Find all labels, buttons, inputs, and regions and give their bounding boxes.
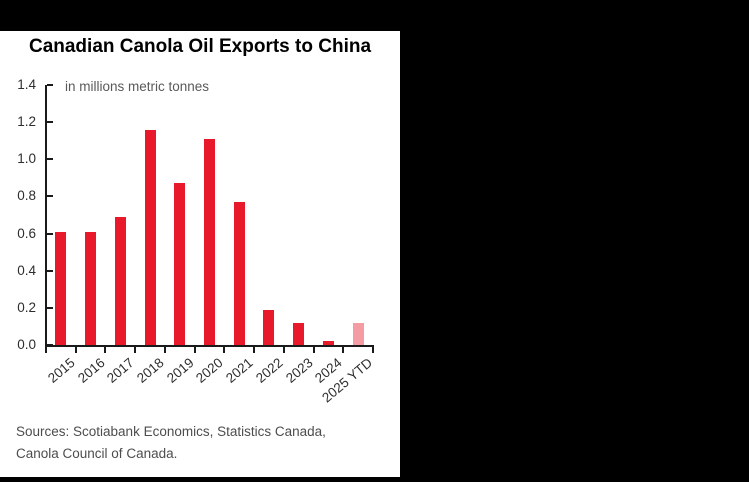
- bar: [233, 202, 245, 345]
- y-tick: [47, 306, 53, 309]
- y-tick-label: 0.0: [17, 337, 36, 352]
- bar: [293, 323, 305, 345]
- x-tick: [104, 345, 107, 353]
- y-tick-label: 0.4: [17, 262, 36, 278]
- bar: [114, 217, 126, 345]
- x-tick-label: 2019: [163, 355, 197, 386]
- x-tick: [223, 345, 226, 353]
- bar: [85, 232, 97, 345]
- bar: [55, 232, 67, 345]
- x-tick-label: 2023: [282, 355, 316, 386]
- bar: [263, 310, 275, 345]
- bar: [204, 139, 215, 345]
- sources-line-2: Canola Council of Canada.: [16, 446, 178, 461]
- y-tick: [47, 158, 53, 161]
- chart-subtitle: in millions metric tonnes: [65, 79, 210, 94]
- x-tick: [74, 345, 77, 353]
- sources-note: Sources: Scotiabank Economics, Statistic…: [16, 421, 326, 465]
- y-axis-line: [45, 85, 47, 347]
- x-tick: [312, 345, 315, 353]
- x-tick-label: 2021: [223, 355, 256, 386]
- chart-panel: Canadian Canola Oil Exports to China in …: [0, 31, 400, 477]
- x-tick: [193, 345, 196, 353]
- y-tick: [47, 121, 53, 124]
- y-tick-label: 1.0: [17, 151, 36, 167]
- x-tick: [45, 345, 47, 353]
- y-tick: [47, 84, 53, 86]
- chart-title: Canadian Canola Oil Exports to China: [28, 36, 372, 57]
- y-tick-label: 1.4: [17, 77, 36, 92]
- y-tick-label: 1.2: [17, 114, 36, 130]
- x-tick-label: 2022: [252, 355, 286, 386]
- x-tick-label: 2016: [74, 355, 108, 386]
- x-axis-line: [45, 345, 374, 347]
- x-tick-label: 2020: [193, 355, 227, 386]
- y-tick: [47, 344, 53, 346]
- y-tick: [47, 195, 53, 198]
- bar: [174, 183, 186, 345]
- x-tick: [163, 345, 166, 353]
- x-tick-label: 2015: [44, 355, 78, 386]
- y-tick-label: 0.8: [17, 188, 36, 204]
- sources-line-1: Sources: Scotiabank Economics, Statistic…: [16, 424, 326, 439]
- y-tick-label: 0.6: [17, 225, 36, 241]
- x-tick-label: 2018: [134, 355, 167, 386]
- x-tick: [282, 345, 285, 353]
- bar: [144, 130, 156, 345]
- y-tick: [47, 232, 53, 235]
- x-tick-label: 2017: [104, 355, 137, 386]
- x-tick: [372, 345, 374, 353]
- x-tick: [134, 345, 137, 353]
- bar: [352, 323, 364, 345]
- x-tick: [342, 345, 345, 353]
- x-tick: [253, 345, 256, 353]
- y-tick: [47, 269, 53, 272]
- y-tick-label: 0.2: [17, 299, 36, 315]
- bar: [322, 341, 334, 345]
